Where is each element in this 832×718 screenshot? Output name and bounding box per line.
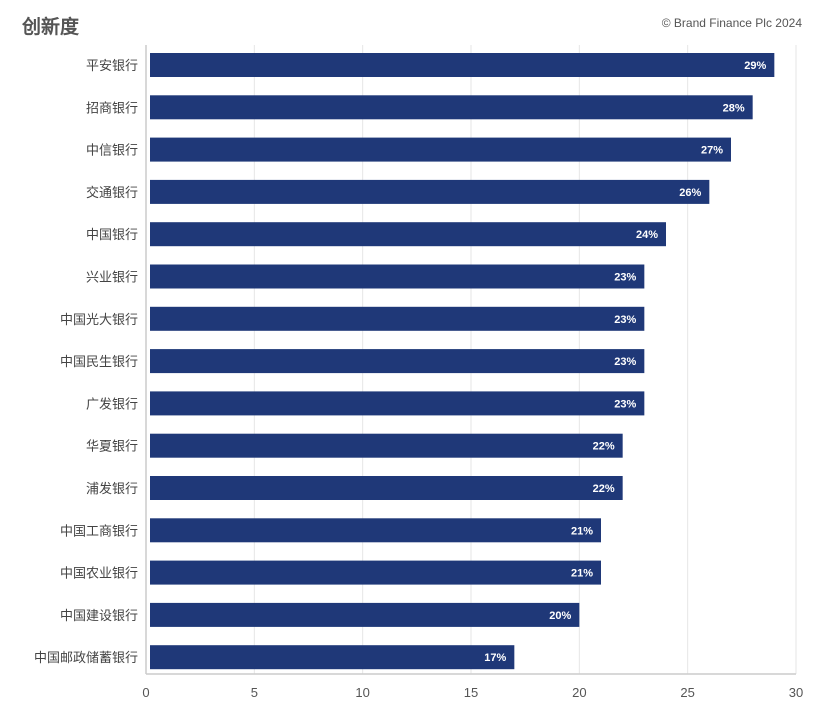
bar: [150, 391, 645, 416]
data-label: 23%: [614, 314, 636, 326]
x-tick-label: 5: [251, 685, 258, 700]
category-label: 中国农业银行: [60, 567, 138, 582]
bar: [150, 602, 580, 627]
category-label: 中国民生银行: [60, 355, 138, 370]
bar: [150, 518, 601, 543]
data-label: 24%: [636, 229, 658, 241]
data-label: 26%: [679, 187, 701, 199]
bar: [150, 645, 515, 670]
category-label: 兴业银行: [86, 271, 138, 286]
data-label: 27%: [701, 145, 723, 157]
bar: [150, 53, 775, 77]
x-tick-label: 15: [464, 685, 478, 700]
category-label: 中信银行: [86, 144, 138, 159]
data-label: 28%: [723, 102, 745, 114]
bar: [150, 349, 645, 374]
x-tick-label: 25: [680, 685, 694, 700]
data-label: 22%: [593, 441, 615, 453]
x-tick-label: 20: [572, 685, 586, 700]
category-label: 招商银行: [86, 101, 138, 116]
data-label: 22%: [593, 483, 615, 495]
category-label: 广发银行: [86, 396, 138, 412]
data-label: 23%: [614, 272, 636, 284]
category-label: 平安银行: [86, 59, 138, 74]
x-tick-label: 10: [355, 685, 369, 700]
category-label: 中国邮政储蓄银行: [34, 651, 138, 666]
data-label: 17%: [484, 652, 506, 664]
data-label: 21%: [571, 525, 593, 537]
data-label: 23%: [614, 398, 636, 410]
bar: [150, 264, 645, 289]
bar: [150, 306, 645, 331]
category-label: 中国光大银行: [60, 313, 138, 328]
bar: [150, 433, 623, 458]
category-label: 华夏银行: [86, 440, 138, 455]
category-label: 交通银行: [86, 185, 138, 201]
bar: [150, 560, 601, 585]
data-label: 20%: [549, 610, 571, 622]
copyright-credit: © Brand Finance Plc 2024: [661, 16, 802, 30]
bar: [150, 95, 753, 120]
data-label: 21%: [571, 568, 593, 580]
data-label: 23%: [614, 356, 636, 368]
bar: [150, 222, 666, 247]
category-label: 中国建设银行: [60, 609, 138, 624]
bar: [150, 476, 623, 500]
x-tick-label: 0: [142, 685, 149, 700]
x-tick-label: 30: [789, 685, 803, 700]
category-label: 中国工商银行: [60, 524, 138, 539]
chart-title: 创新度: [22, 16, 80, 38]
category-label: 浦发银行: [86, 481, 138, 497]
bar: [150, 179, 710, 204]
bar: [150, 137, 731, 162]
data-label: 29%: [744, 60, 766, 72]
category-label: 中国银行: [86, 228, 138, 243]
